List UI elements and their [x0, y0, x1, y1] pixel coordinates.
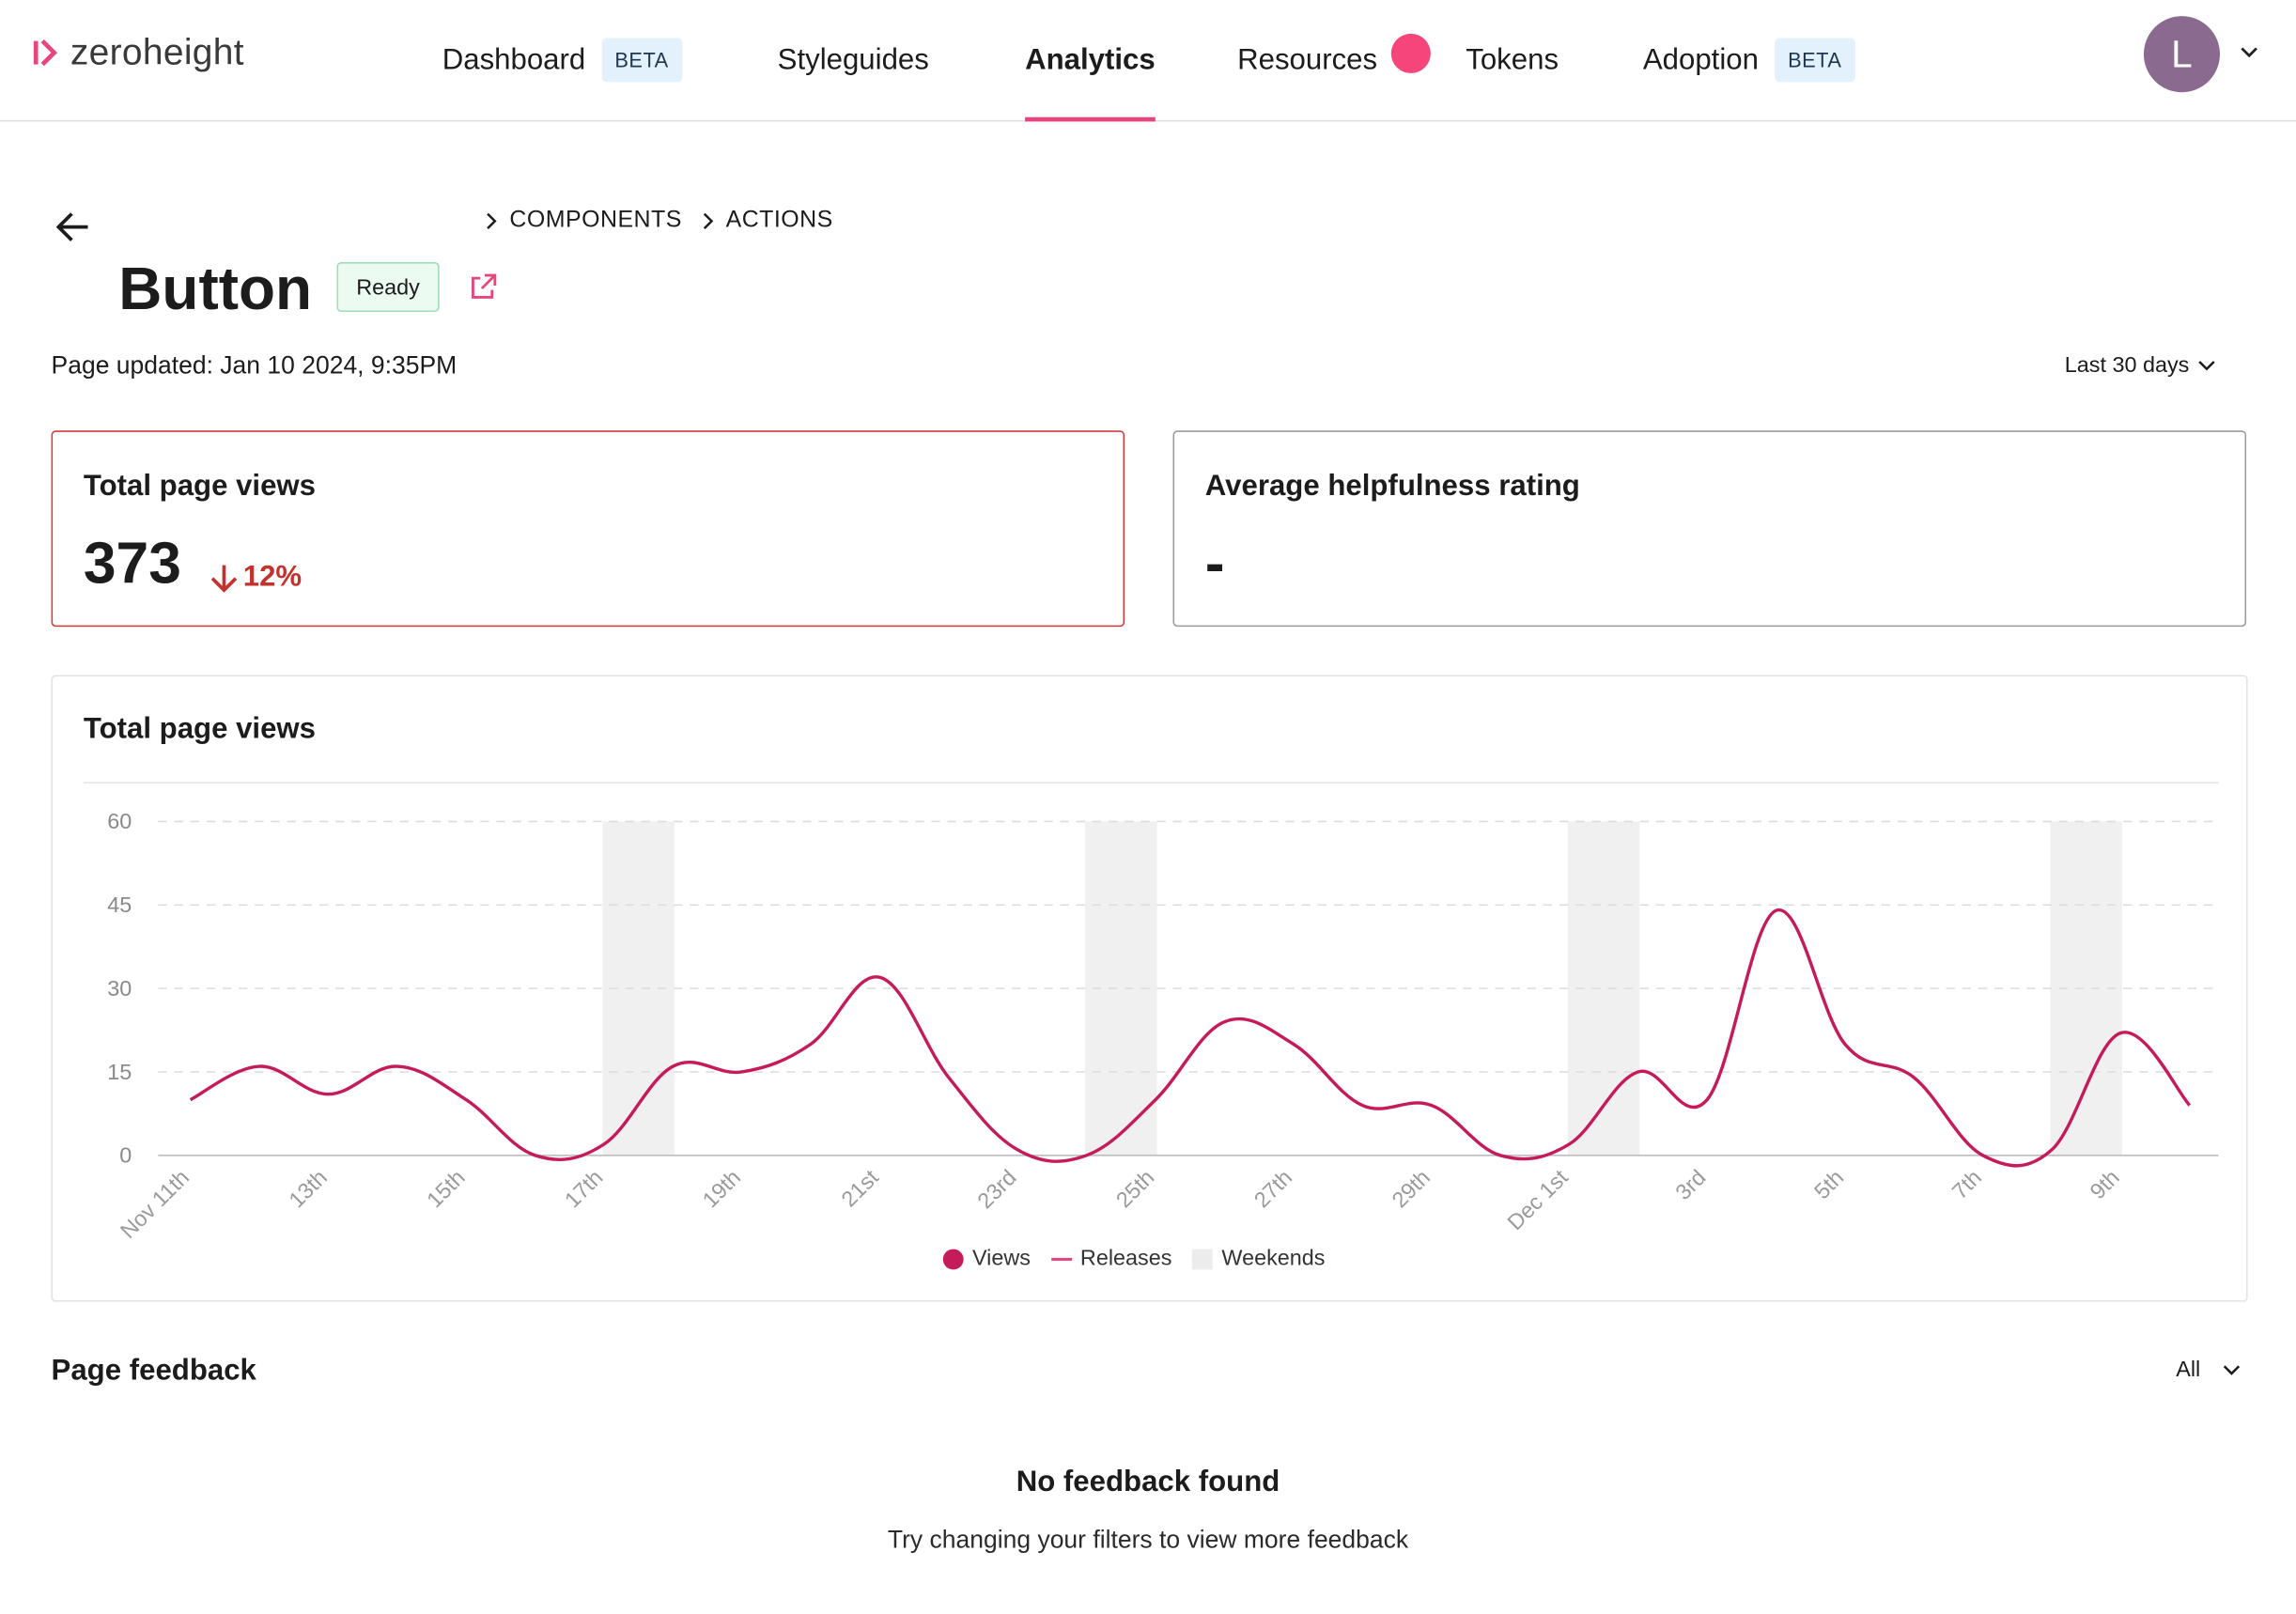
nav-adoption[interactable]: Adoption BETA [1643, 0, 1855, 120]
nav-analytics[interactable]: Analytics [1025, 0, 1156, 122]
chart-divider [83, 782, 2219, 784]
x-tick-label: 13th [284, 1165, 332, 1213]
x-tick-label: 17th [560, 1165, 608, 1213]
nav-adoption-label: Adoption [1642, 42, 1759, 76]
x-tick-label: 23rd [972, 1165, 1020, 1213]
x-tick-label: 9th [2086, 1165, 2124, 1203]
nav-dashboard-label: Dashboard [442, 42, 586, 76]
legend-weekends-label: Weekends [1221, 1246, 1326, 1271]
helpfulness-title: Average helpfulness rating [1204, 470, 1580, 503]
arrow-down-icon [210, 564, 238, 593]
chart-title: Total page views [83, 713, 317, 746]
external-link-icon[interactable] [467, 271, 499, 303]
total-views-value: 373 [83, 531, 181, 597]
user-initial: L [2171, 31, 2193, 76]
x-tick-label: Dec 1st [1502, 1165, 1573, 1235]
legend-weekends-swatch [1192, 1248, 1214, 1269]
legend-releases[interactable]: Releases [1050, 1246, 1172, 1271]
x-tick-label: 3rd [1670, 1165, 1710, 1204]
top-nav: zeroheight Dashboard BETA Styleguides An… [0, 0, 2296, 122]
chart-legend: Views Releases Weekends [942, 1246, 1337, 1271]
feedback-title: Page feedback [51, 1354, 256, 1388]
total-views-title: Total page views [83, 470, 317, 503]
page-updated-text: Page updated: Jan 10 2024, 9:35PM [51, 351, 458, 380]
chevron-down-icon [2198, 360, 2215, 370]
date-range-label: Last 30 days [2064, 352, 2190, 379]
brand-logo[interactable]: zeroheight [32, 29, 244, 76]
nav-tokens[interactable]: Tokens [1466, 0, 1559, 120]
chevron-right-icon [703, 212, 713, 230]
nav-resources-label: Resources [1237, 42, 1378, 76]
beta-badge: BETA [1775, 38, 1855, 83]
breadcrumb: COMPONENTS ACTIONS [483, 205, 839, 237]
page-title: Button [118, 255, 313, 322]
x-tick-label: 27th [1249, 1165, 1297, 1213]
zeroheight-logo-icon [33, 39, 57, 67]
legend-releases-label: Releases [1079, 1246, 1172, 1271]
nav-tokens-label: Tokens [1466, 42, 1559, 76]
total-views-card[interactable]: Total page views 373 12% [51, 430, 1125, 628]
views-series-line [189, 908, 2192, 1168]
feedback-filter-label: All [2176, 1357, 2201, 1383]
notification-dot [1390, 33, 1431, 73]
legend-views-label: Views [971, 1246, 1031, 1271]
empty-state-title: No feedback found [1016, 1466, 1280, 1498]
breadcrumb-actions[interactable]: ACTIONS [700, 208, 833, 234]
nav-dashboard[interactable]: Dashboard BETA [442, 0, 682, 120]
legend-weekends[interactable]: Weekends [1192, 1246, 1326, 1271]
y-tick-label: 0 [119, 1143, 132, 1168]
x-tick-label: 15th [422, 1165, 470, 1213]
back-arrow-icon[interactable] [53, 207, 94, 248]
x-tick-label: 7th [1947, 1165, 1986, 1203]
chevron-down-icon[interactable] [2238, 41, 2261, 65]
views-chart-card: Total page views 0 15 30 45 60 Nov 11th 13th 15… [51, 675, 2248, 1302]
chevron-right-icon [487, 212, 497, 230]
nav-styleguides-label: Styleguides [777, 42, 929, 76]
x-tick-label: 29th [1388, 1165, 1435, 1213]
views-delta: 12% [208, 561, 302, 595]
x-tick-label: 19th [698, 1165, 746, 1213]
breadcrumb-label: ACTIONS [725, 208, 833, 233]
empty-state-message: Try changing your filters to view more f… [887, 1526, 1409, 1554]
x-tick-label: 21st [836, 1165, 883, 1212]
y-tick-label: 15 [107, 1060, 132, 1084]
helpfulness-card[interactable]: Average helpfulness rating - [1172, 430, 2247, 628]
date-range-select[interactable]: Last 30 days [2065, 353, 2217, 378]
legend-views[interactable]: Views [942, 1246, 1031, 1271]
feedback-filter-select[interactable]: All [2176, 1358, 2242, 1382]
y-tick-label: 60 [107, 809, 132, 833]
nav-styleguides[interactable]: Styleguides [778, 0, 929, 120]
legend-releases-swatch [1050, 1257, 1072, 1261]
y-tick-label: 45 [107, 892, 132, 917]
views-delta-value: 12% [242, 560, 303, 594]
helpfulness-value: - [1204, 531, 1225, 597]
beta-badge: BETA [601, 38, 682, 83]
user-avatar[interactable]: L [2143, 16, 2220, 93]
x-tick-label: 5th [1809, 1165, 1848, 1203]
nav-analytics-label: Analytics [1025, 42, 1156, 76]
y-tick-label: 30 [107, 976, 132, 1001]
nav-resources[interactable]: Resources [1237, 0, 1377, 120]
legend-views-swatch [942, 1248, 964, 1269]
x-tick-label: Nov 11th [116, 1165, 194, 1243]
breadcrumb-components[interactable]: COMPONENTS [483, 208, 681, 234]
status-badge: Ready [336, 262, 440, 313]
chevron-down-icon [2223, 1364, 2240, 1375]
views-chart: 0 15 30 45 60 Nov 11th 13th 15th 17th 19th 21st 23r… [107, 809, 2219, 1243]
breadcrumb-label: COMPONENTS [509, 208, 682, 233]
brand-name: zeroheight [70, 31, 244, 73]
x-tick-label: 25th [1111, 1165, 1159, 1213]
